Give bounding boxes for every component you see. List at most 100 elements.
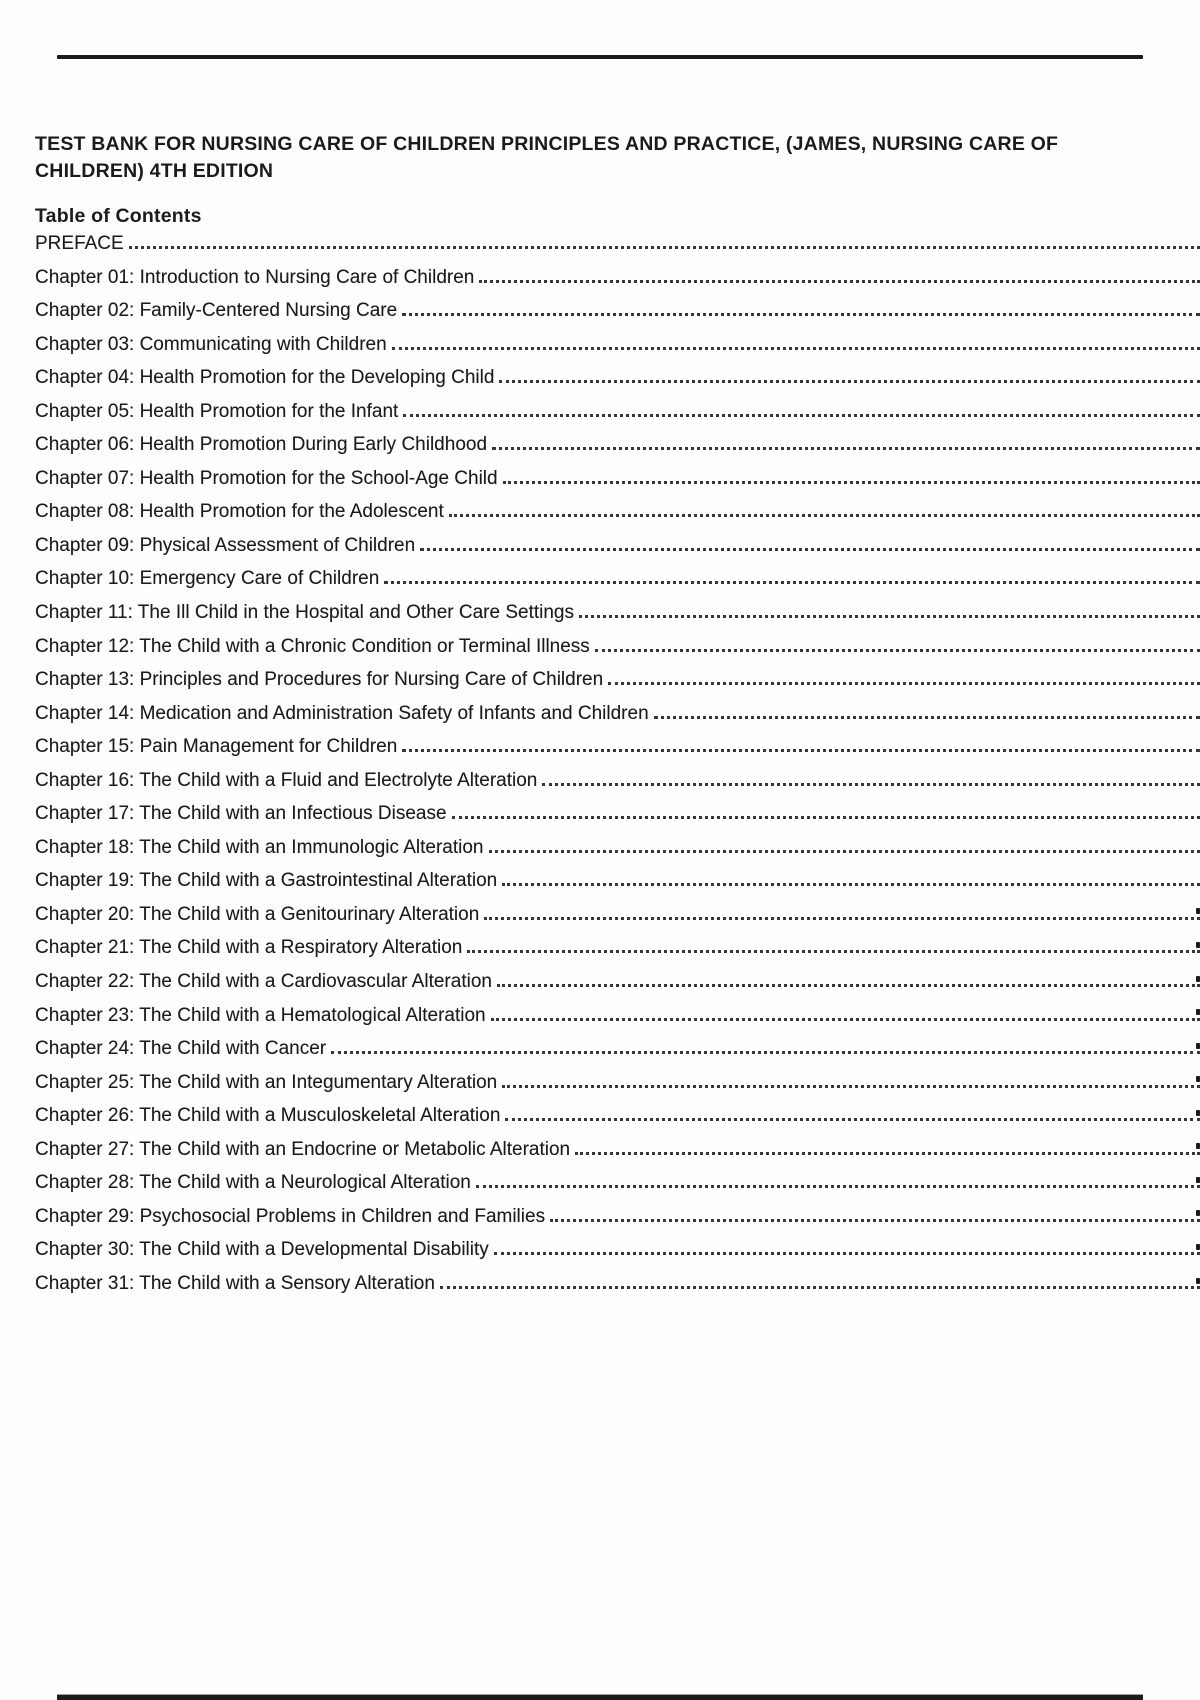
page-number-fragment [1196, 1042, 1200, 1049]
toc-entry-label: Chapter 11: The Ill Child in the Hospita… [35, 602, 574, 624]
dotted-leader [575, 1151, 1200, 1155]
dotted-leader [391, 346, 1200, 350]
dotted-leader [488, 849, 1200, 853]
dotted-leader [502, 1084, 1200, 1088]
toc-entry-label: Chapter 19: The Child with a Gastrointes… [35, 870, 498, 892]
dotted-leader [492, 447, 1200, 451]
dotted-leader [578, 615, 1200, 619]
toc-entry: Chapter 27: The Child with an Endocrine … [35, 1133, 1200, 1167]
toc-entry-label: Chapter 01: Introduction to Nursing Care… [35, 266, 475, 288]
toc-entry-label: Chapter 15: Pain Management for Children [35, 736, 398, 758]
toc-entry-label: Chapter 31: The Child with a Sensory Alt… [35, 1272, 435, 1294]
toc-entry: Chapter 26: The Child with a Musculoskel… [35, 1099, 1200, 1133]
toc-entry: Chapter 20: The Child with a Genitourina… [35, 898, 1200, 932]
next-page-rule [57, 1694, 1143, 1700]
dotted-leader [550, 1218, 1200, 1222]
toc-entry-label: Chapter 06: Health Promotion During Earl… [35, 434, 488, 456]
toc-list: PREFACE Chapter 01: Introduction to Nurs… [35, 227, 1200, 1301]
dotted-leader [594, 648, 1200, 652]
toc-entry: PREFACE [35, 227, 1200, 261]
toc-entry: Chapter 11: The Ill Child in the Hospita… [35, 596, 1200, 630]
toc-heading: Table of Contents [35, 205, 202, 227]
dotted-leader [499, 380, 1200, 384]
toc-entry-label: Chapter 26: The Child with a Musculoskel… [35, 1105, 501, 1127]
toc-entry: Chapter 22: The Child with a Cardiovascu… [35, 965, 1200, 999]
dotted-leader [484, 916, 1200, 920]
toc-entry: Chapter 07: Health Promotion for the Sch… [35, 462, 1200, 496]
toc-entry: Chapter 06: Health Promotion During Earl… [35, 428, 1200, 462]
toc-entry: Chapter 21: The Child with a Respiratory… [35, 931, 1200, 965]
toc-entry: Chapter 01: Introduction to Nursing Care… [35, 261, 1200, 295]
toc-entry-label: Chapter 28: The Child with a Neurologica… [35, 1172, 471, 1194]
toc-entry-label: Chapter 03: Communicating with Children [35, 333, 387, 355]
dotted-leader [384, 581, 1200, 585]
toc-entry: Chapter 30: The Child with a Development… [35, 1233, 1200, 1267]
toc-entry: Chapter 09: Physical Assessment of Child… [35, 529, 1200, 563]
page-number-fragment [1196, 1277, 1200, 1284]
page-number-fragment [1196, 1176, 1200, 1183]
toc-entry-label: Chapter 27: The Child with an Endocrine … [35, 1138, 571, 1160]
toc-entry: Chapter 05: Health Promotion for the Inf… [35, 395, 1200, 429]
dotted-leader [608, 682, 1200, 686]
toc-entry: Chapter 28: The Child with a Neurologica… [35, 1166, 1200, 1200]
dotted-leader [496, 984, 1200, 988]
toc-entry-label: Chapter 29: Psychosocial Problems in Chi… [35, 1205, 546, 1227]
toc-entry-label: Chapter 08: Health Promotion for the Ado… [35, 501, 444, 523]
toc-entry: Chapter 29: Psychosocial Problems in Chi… [35, 1200, 1200, 1234]
dotted-leader [505, 1118, 1200, 1122]
toc-entry: Chapter 31: The Child with a Sensory Alt… [35, 1267, 1200, 1301]
dotted-leader [128, 246, 1200, 249]
dotted-leader [448, 514, 1200, 518]
dotted-leader [490, 1017, 1200, 1021]
toc-entry: Chapter 25: The Child with an Integument… [35, 1066, 1200, 1100]
page-number-fragment [1196, 942, 1200, 949]
toc-entry-label: Chapter 13: Principles and Procedures fo… [35, 669, 604, 691]
page-number-fragment [1196, 1009, 1200, 1016]
toc-entry: Chapter 14: Medication and Administratio… [35, 697, 1200, 731]
document-title-line-2: CHILDREN) 4TH EDITION [35, 159, 274, 182]
toc-entry-label: Chapter 10: Emergency Care of Children [35, 568, 380, 590]
toc-entry-label: Chapter 17: The Child with an Infectious… [35, 803, 447, 825]
page-number-fragment [1196, 1109, 1200, 1116]
toc-entry-label: Chapter 04: Health Promotion for the Dev… [35, 367, 495, 389]
toc-entry-label: Chapter 24: The Child with Cancer [35, 1038, 327, 1060]
toc-entry-label: Chapter 14: Medication and Administratio… [35, 702, 649, 724]
dotted-leader [502, 480, 1200, 484]
toc-entry-label: Chapter 25: The Child with an Integument… [35, 1071, 498, 1093]
toc-entry-label: Chapter 22: The Child with a Cardiovascu… [35, 971, 492, 993]
dotted-leader [467, 950, 1200, 954]
toc-entry: Chapter 19: The Child with a Gastrointes… [35, 864, 1200, 898]
toc-entry-label: Chapter 09: Physical Assessment of Child… [35, 534, 416, 556]
dotted-leader [402, 313, 1200, 317]
toc-entry-label: Chapter 20: The Child with a Genitourina… [35, 903, 480, 925]
dotted-leader [439, 1285, 1200, 1289]
page-number-fragment [1196, 1243, 1200, 1250]
dotted-leader [403, 413, 1200, 417]
toc-entry-label: Chapter 30: The Child with a Development… [35, 1239, 489, 1261]
header-rule [57, 55, 1143, 59]
dotted-leader [479, 279, 1200, 283]
toc-entry: Chapter 23: The Child with a Hematologic… [35, 999, 1200, 1033]
toc-entry-label: Chapter 16: The Child with a Fluid and E… [35, 769, 538, 791]
toc-entry-label: Chapter 23: The Child with a Hematologic… [35, 1004, 486, 1026]
dotted-leader [493, 1252, 1200, 1256]
toc-entry: Chapter 03: Communicating with Children [35, 328, 1200, 362]
dotted-leader [502, 883, 1200, 887]
toc-entry-label: Chapter 02: Family-Centered Nursing Care [35, 300, 398, 322]
dotted-leader [653, 715, 1200, 719]
toc-entry-label: Chapter 05: Health Promotion for the Inf… [35, 400, 399, 422]
dotted-leader [420, 547, 1200, 551]
toc-entry: Chapter 04: Health Promotion for the Dev… [35, 361, 1200, 395]
page-number-fragment [1196, 1076, 1200, 1083]
page-number-fragment [1196, 975, 1200, 982]
toc-entry: Chapter 10: Emergency Care of Children [35, 562, 1200, 596]
toc-entry: Chapter 02: Family-Centered Nursing Care [35, 294, 1200, 328]
page-number-fragment [1196, 908, 1200, 915]
document-title: TEST BANK FOR NURSING CARE OF CHILDREN P… [35, 131, 1135, 184]
toc-entry: Chapter 17: The Child with an Infectious… [35, 797, 1200, 831]
toc-entry-label: PREFACE [35, 233, 124, 254]
toc-entry: Chapter 16: The Child with a Fluid and E… [35, 764, 1200, 798]
page-number-fragment [1196, 1210, 1200, 1217]
toc-entry: Chapter 12: The Child with a Chronic Con… [35, 630, 1200, 664]
